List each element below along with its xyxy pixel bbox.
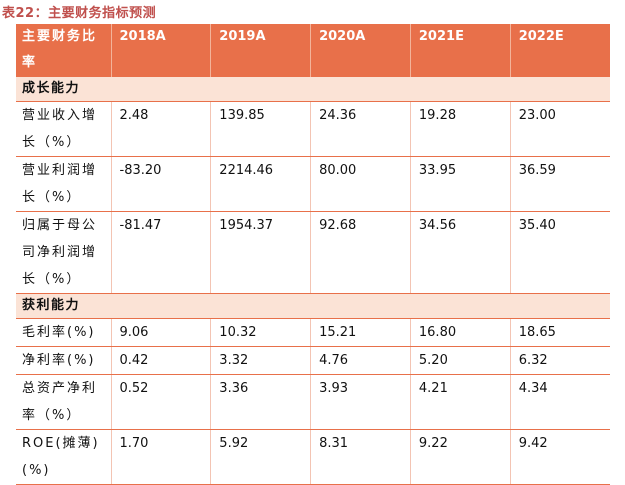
cell-2019a: 2214.46 [210, 156, 312, 212]
cell-2020a: 8.31 [310, 429, 411, 485]
row-label: ROE(摊薄)(%) [16, 429, 112, 485]
cell-2018a: 2.48 [111, 101, 212, 157]
cell-2019a: 3.36 [210, 374, 312, 430]
cell-2019a: 139.85 [210, 101, 312, 157]
cell-2020a: 4.76 [310, 346, 411, 375]
row-label: 毛利率(%) [16, 318, 112, 347]
cell-2021e: 19.28 [410, 101, 511, 157]
cell-2020a: 92.68 [310, 211, 411, 294]
cell-2018a: 0.42 [111, 346, 212, 375]
cell-2018a: -83.20 [111, 156, 212, 212]
cell-2019a: 10.32 [210, 318, 312, 347]
table-header-row: 主要财务比率 2018A 2019A 2020A 2021E 2022E [16, 24, 610, 77]
table-row: 营业利润增长（%） -83.20 2214.46 80.00 33.95 36.… [16, 156, 610, 212]
cell-2018a: 1.70 [111, 429, 212, 485]
cell-2022e: 18.65 [510, 318, 610, 347]
cell-2018a: 9.06 [111, 318, 212, 347]
cell-2021e: 33.95 [410, 156, 511, 212]
section-title: 成长能力 [16, 76, 610, 102]
cell-2021e: 34.56 [410, 211, 511, 294]
header-label: 主要财务比率 [16, 24, 112, 77]
cell-2018a: -81.47 [111, 211, 212, 294]
header-year-2019a: 2019A [210, 24, 312, 77]
section-profitability: 获利能力 [16, 293, 610, 319]
table-row: 营业收入增长（%） 2.48 139.85 24.36 19.28 23.00 [16, 101, 610, 157]
cell-2022e: 35.40 [510, 211, 610, 294]
cell-2022e: 9.42 [510, 429, 610, 485]
cell-2018a: 0.52 [111, 374, 212, 430]
table-row: 总资产净利率（%） 0.52 3.36 3.93 4.21 4.34 [16, 374, 610, 430]
cell-2022e: 6.32 [510, 346, 610, 375]
table-caption: 表22：主要财务指标预测 [2, 6, 157, 21]
cell-2020a: 24.36 [310, 101, 411, 157]
cell-2019a: 1954.37 [210, 211, 312, 294]
table-row: ROE(摊薄)(%) 1.70 5.92 8.31 9.22 9.42 [16, 429, 610, 485]
financial-forecast-table: 主要财务比率 2018A 2019A 2020A 2021E 2022E 成长能… [16, 24, 610, 485]
cell-2020a: 80.00 [310, 156, 411, 212]
cell-2020a: 3.93 [310, 374, 411, 430]
table-row: 归属于母公司净利润增长（%） -81.47 1954.37 92.68 34.5… [16, 211, 610, 294]
cell-2022e: 36.59 [510, 156, 610, 212]
header-year-2022e: 2022E [510, 24, 610, 77]
cell-2021e: 16.80 [410, 318, 511, 347]
cell-2021e: 9.22 [410, 429, 511, 485]
cell-2022e: 4.34 [510, 374, 610, 430]
row-label: 归属于母公司净利润增长（%） [16, 211, 112, 294]
header-year-2021e: 2021E [410, 24, 511, 77]
cell-2022e: 23.00 [510, 101, 610, 157]
cell-2021e: 5.20 [410, 346, 511, 375]
row-label: 营业利润增长（%） [16, 156, 112, 212]
table-row: 净利率(%) 0.42 3.32 4.76 5.20 6.32 [16, 346, 610, 375]
row-label: 净利率(%) [16, 346, 112, 375]
row-label: 营业收入增长（%） [16, 101, 112, 157]
row-label: 总资产净利率（%） [16, 374, 112, 430]
cell-2019a: 3.32 [210, 346, 312, 375]
table-row: 毛利率(%) 9.06 10.32 15.21 16.80 18.65 [16, 318, 610, 347]
section-growth: 成长能力 [16, 76, 610, 102]
cell-2020a: 15.21 [310, 318, 411, 347]
cell-2019a: 5.92 [210, 429, 312, 485]
header-year-2020a: 2020A [310, 24, 411, 77]
header-year-2018a: 2018A [111, 24, 212, 77]
cell-2021e: 4.21 [410, 374, 511, 430]
section-title: 获利能力 [16, 293, 610, 319]
